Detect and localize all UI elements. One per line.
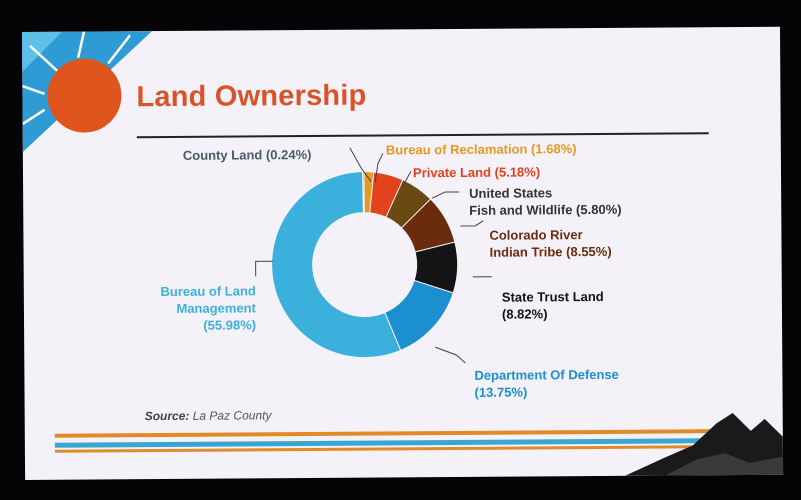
mountain-decoration: [625, 413, 784, 476]
label-colorado-river-indian-tribe: Colorado River Indian Tribe (8.55%): [489, 227, 612, 260]
label-bureau-of-reclamation: Bureau of Reclamation (1.68%): [385, 141, 577, 158]
label-county-land: County Land (0.24%): [182, 146, 312, 163]
slide-art: [22, 31, 784, 476]
sun-logo-icon: [22, 31, 152, 152]
donut-slice-6: [271, 171, 402, 359]
label-fish-and-wildlife: United States Fish and Wildlife (5.80%): [469, 185, 622, 218]
label-private-land: Private Land (5.18%): [412, 164, 541, 181]
leader-line-colorado-river: [460, 220, 484, 227]
donut-slice-7: [362, 171, 365, 214]
leader-line-county-land: [349, 147, 372, 182]
leader-line-department-of-defense: [435, 346, 466, 364]
label-state-trust-land: State Trust Land (8.82%): [501, 288, 604, 322]
leader-line-fish-and-wildlife: [431, 191, 460, 199]
source-label: Source:: [144, 408, 190, 424]
leader-line-bureau-of-land-management: [255, 260, 273, 277]
donut-chart: [271, 171, 459, 359]
slide: Land Ownership Bureau of Reclamation (1.…: [22, 26, 784, 480]
leader-line-bureau-of-reclamation: [374, 153, 384, 183]
leader-line-private-land: [402, 171, 412, 186]
leader-lines: [255, 147, 492, 364]
page-title: Land Ownership: [136, 79, 367, 114]
bottom-stripes-decoration: [54, 429, 715, 453]
source-value: La Paz County: [192, 408, 272, 423]
label-bureau-of-land-management: Bureau of Land Management (55.98%): [160, 283, 257, 333]
label-department-of-defense: Department Of Defense (13.75%): [474, 366, 619, 400]
source-note: Source: La Paz County: [145, 408, 272, 423]
